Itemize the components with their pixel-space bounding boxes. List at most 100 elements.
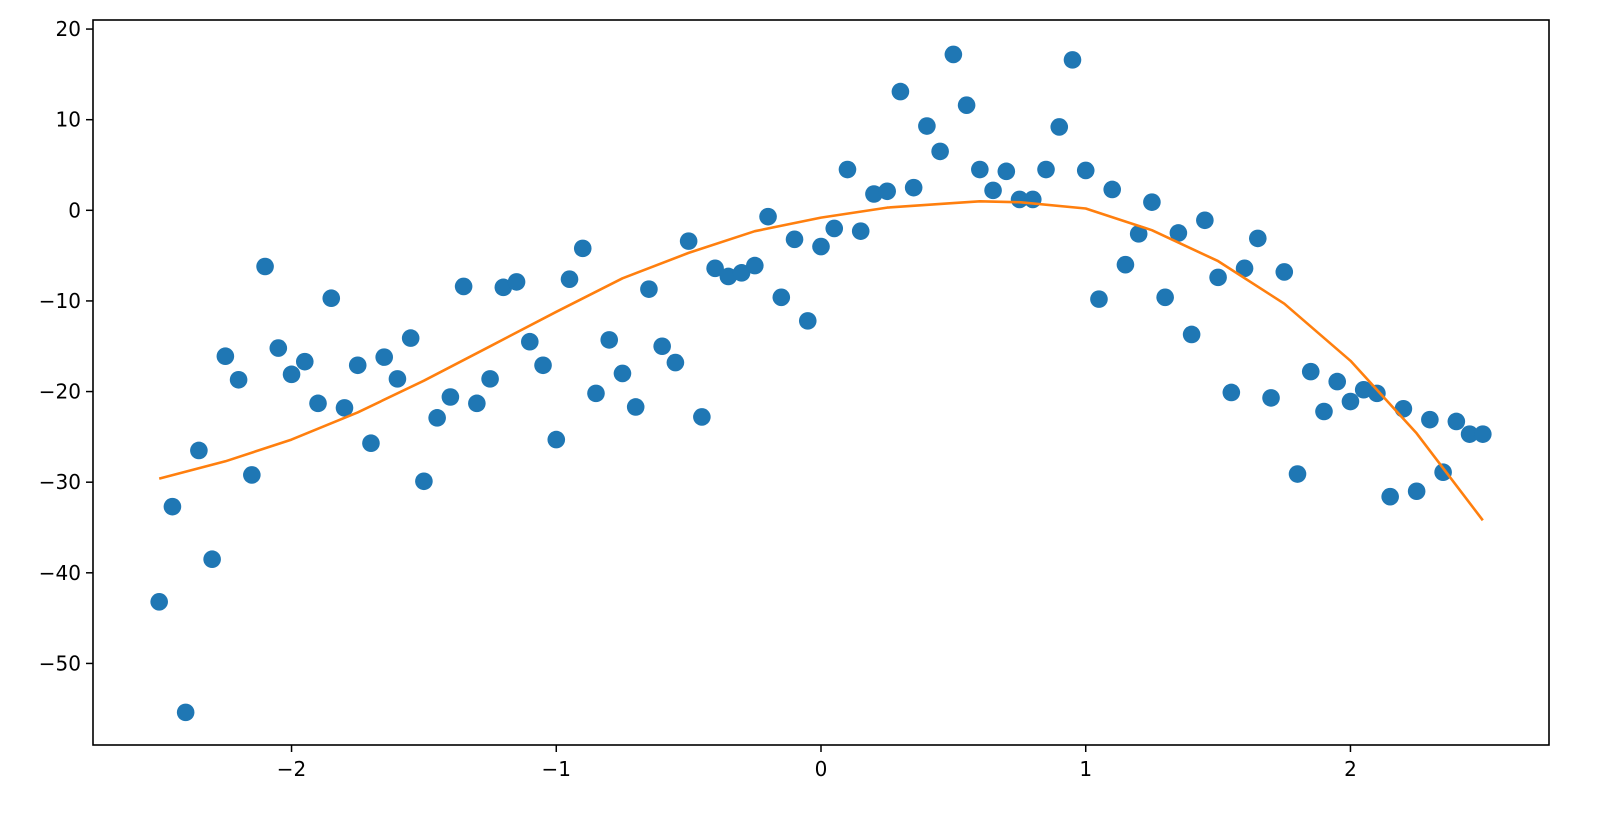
y-tick-label: 0: [68, 198, 81, 222]
y-tick-label: −40: [39, 561, 81, 585]
scatter-point: [1050, 118, 1069, 136]
scatter-point: [1368, 384, 1386, 403]
scatter-point: [1090, 290, 1108, 308]
scatter-point: [1328, 372, 1347, 391]
scatter-point: [785, 230, 804, 249]
scatter-point: [1262, 389, 1280, 407]
x-tick-label: −2: [277, 757, 306, 781]
scatter-point: [653, 337, 671, 356]
scatter-point: [1407, 482, 1426, 501]
scatter-point: [613, 364, 632, 383]
x-tick-label: −1: [542, 757, 571, 781]
scatter-point: [375, 348, 394, 366]
scatter-point: [1315, 402, 1333, 421]
scatter-point: [454, 277, 473, 296]
scatter-point: [401, 329, 420, 347]
scatter-point: [507, 273, 526, 291]
scatter-point: [1222, 383, 1241, 402]
x-tick-label: 2: [1344, 757, 1357, 781]
scatter-point: [904, 178, 923, 197]
scatter-point: [1474, 425, 1492, 443]
scatter-point: [600, 331, 619, 349]
scatter-point: [494, 278, 513, 297]
scatter-point: [865, 185, 883, 203]
y-axis: −50 −40 −30 −20 −10 0 10 20: [39, 17, 93, 675]
x-tick-label: 0: [815, 757, 828, 781]
scatter-point: [243, 466, 261, 484]
scatter-point: [256, 257, 274, 276]
scatter-point: [1143, 193, 1161, 211]
scatter-point: [1116, 255, 1135, 274]
scatter-series: [150, 45, 1492, 722]
scatter-point: [1460, 425, 1479, 443]
scatter-point: [1275, 263, 1294, 281]
scatter-point: [812, 237, 830, 256]
scatter-point: [878, 182, 896, 201]
scatter-point: [984, 181, 1002, 200]
scatter-point: [825, 219, 844, 238]
scatter-point: [1023, 190, 1042, 209]
scatter-point: [1394, 399, 1413, 418]
scatter-point: [163, 497, 182, 516]
scatter-point: [176, 703, 195, 722]
fit-line: [158, 200, 1484, 522]
scatter-point: [1182, 325, 1201, 344]
scatter-point: [1063, 51, 1082, 69]
scatter-point: [388, 370, 407, 388]
scatter-point: [666, 353, 685, 372]
scatter-point: [216, 347, 235, 366]
scatter-point: [1196, 211, 1214, 230]
series-layer: [150, 45, 1492, 722]
scatter-point: [944, 45, 963, 64]
scatter-point: [1381, 487, 1399, 506]
scatter-point: [1037, 160, 1055, 179]
scatter-point: [1235, 259, 1254, 278]
scatter-point: [732, 264, 751, 282]
scatter-point: [1129, 225, 1148, 243]
scatter-point: [322, 289, 341, 308]
scatter-point: [1341, 392, 1360, 411]
x-axis: −2 −1 0 1 2: [277, 745, 1357, 781]
scatter-point: [640, 280, 658, 298]
scatter-point: [587, 384, 605, 403]
scatter-point: [335, 399, 354, 417]
scatter-point: [1209, 268, 1227, 287]
scatter-point: [997, 162, 1016, 181]
scatter-point: [851, 222, 870, 240]
scatter-point: [1076, 161, 1095, 180]
scatter-point: [150, 593, 168, 611]
scatter-point: [362, 434, 380, 453]
scatter-point: [626, 398, 645, 416]
y-tick-label: −10: [39, 289, 81, 313]
scatter-point: [772, 288, 791, 307]
scatter-point: [679, 232, 698, 250]
scatter-point: [931, 142, 949, 161]
scatter-point: [719, 267, 738, 286]
scatter-point: [971, 160, 989, 179]
y-tick-label: −20: [39, 380, 81, 404]
scatter-point: [295, 352, 314, 371]
scatter-point: [891, 82, 910, 101]
scatter-point: [534, 356, 552, 375]
scatter-point: [203, 550, 221, 569]
scatter-point: [1421, 410, 1439, 429]
scatter-point: [481, 370, 499, 388]
scatter-point: [706, 259, 724, 278]
scatter-point: [468, 394, 486, 413]
scatter-point: [441, 388, 460, 406]
scatter-point: [1156, 288, 1174, 307]
scatter-point: [560, 270, 579, 288]
y-tick-label: 10: [56, 108, 81, 132]
scatter-point: [1169, 224, 1188, 242]
scatter-point: [1103, 180, 1121, 199]
scatter-point: [282, 365, 301, 384]
scatter-point: [415, 472, 433, 491]
scatter-point: [1434, 463, 1452, 482]
scatter-point: [428, 409, 446, 427]
y-tick-label: −30: [39, 470, 81, 494]
scatter-point: [269, 339, 288, 357]
scatter-point: [1301, 362, 1320, 381]
scatter-point: [1354, 380, 1373, 399]
y-tick-label: 20: [56, 17, 81, 41]
